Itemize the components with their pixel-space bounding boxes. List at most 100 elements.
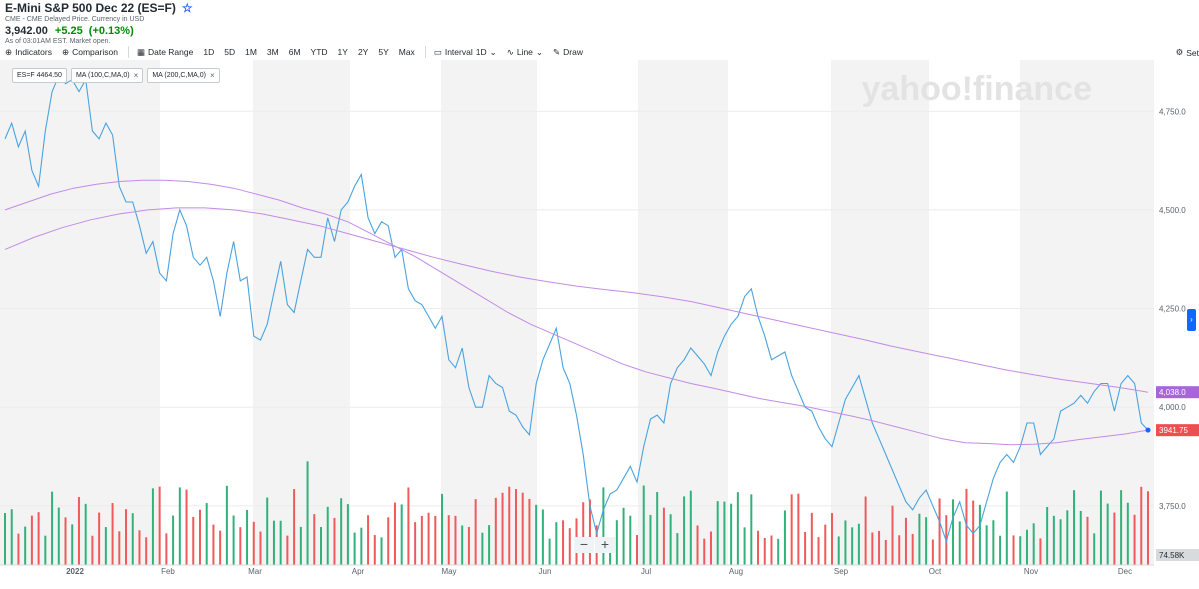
legend-chip-price[interactable]: ES=F 4464.50 (12, 68, 67, 83)
settings-button[interactable]: ⚙ Set (1176, 47, 1199, 58)
range-1m[interactable]: 1M (245, 47, 257, 57)
volume-bar (817, 537, 820, 565)
legend-chip-ma100[interactable]: MA (100,C,MA,0) × (70, 68, 144, 83)
volume-bar (642, 485, 645, 565)
quote-change: +5.25 (54, 25, 83, 37)
volume-bar (447, 515, 450, 565)
chevron-right-icon[interactable]: › (1187, 309, 1196, 331)
volume-bar (326, 506, 329, 565)
volume-bar (494, 497, 497, 565)
volume-bar (84, 503, 87, 565)
indicators-button[interactable]: ⊕ Indicators (5, 47, 52, 58)
volume-label: 74.58K (1159, 551, 1185, 560)
volume-bar (1133, 514, 1136, 565)
volume-bar (64, 517, 67, 565)
volume-bar (420, 515, 423, 565)
last-price-label: 3941.75 (1159, 426, 1188, 435)
volume-bar (279, 520, 282, 565)
volume-bar (219, 530, 222, 565)
volume-bar (904, 517, 907, 565)
zoom-in-button[interactable]: + (595, 537, 615, 553)
volume-bar (1046, 506, 1049, 565)
volume-bar (1005, 491, 1008, 565)
volume-bar (521, 492, 524, 565)
close-icon[interactable]: × (133, 71, 139, 80)
x-tick-label: Dec (1118, 567, 1132, 576)
volume-bar (662, 507, 665, 565)
price-series-line (4, 74, 1149, 544)
range-3m[interactable]: 3M (266, 47, 279, 57)
star-icon[interactable]: ☆ (181, 1, 193, 15)
volume-bar (851, 527, 854, 565)
watermark-logo: yahoo!finance (862, 70, 1092, 108)
volume-bar (1019, 536, 1022, 565)
volume-bar (111, 503, 114, 565)
interval-button[interactable]: ▭ Interval 1D ⌄ (434, 47, 497, 58)
range-6m[interactable]: 6M (288, 47, 301, 57)
volume-bar (730, 503, 733, 565)
volume-bar (125, 509, 128, 565)
chart-legend: ES=F 4464.50 MA (100,C,MA,0) × MA (200,C… (12, 68, 220, 83)
volume-bar (1106, 503, 1109, 565)
volume-bar (911, 534, 914, 565)
volume-bar (514, 489, 517, 565)
volume-bar (91, 535, 94, 565)
volume-bar (1066, 510, 1069, 565)
range-5y[interactable]: 5Y (378, 47, 389, 57)
volume-bar (1079, 510, 1082, 565)
volume-bar (1052, 515, 1055, 565)
range-max[interactable]: Max (398, 47, 415, 57)
volume-bar (313, 514, 316, 565)
y-tick-label: 4,000.0 (1159, 403, 1186, 412)
volume-bar (871, 532, 874, 565)
volume-bar (938, 498, 941, 565)
volume-bar (790, 494, 793, 565)
close-icon[interactable]: × (210, 71, 215, 80)
legend-ma200-label: MA (200,C,MA,0) (152, 72, 206, 79)
volume-bar (1120, 490, 1123, 565)
volume-bar (709, 531, 712, 565)
volume-bar (407, 487, 410, 565)
volume-bar (131, 513, 134, 565)
range-1d[interactable]: 1D (203, 47, 215, 57)
y-tick-label: 4,750.0 (1159, 107, 1186, 116)
volume-bar (830, 513, 833, 565)
volume-bar (541, 509, 544, 565)
volume-bar (98, 512, 101, 565)
legend-chip-ma200[interactable]: MA (200,C,MA,0) × (147, 68, 220, 83)
date-range-button[interactable]: ▦ Date Range (137, 47, 193, 58)
comparison-button[interactable]: ⊕ Comparison (62, 47, 118, 58)
zoom-out-button[interactable]: − (574, 537, 594, 553)
volume-bar (333, 517, 336, 565)
volume-bar (1086, 516, 1089, 565)
chart-toolbar: ⊕ Indicators ⊕ Comparison ▦ Date Range 1… (5, 45, 593, 59)
line-type-button[interactable]: ∿ Line ⌄ (507, 47, 543, 58)
volume-bar (454, 515, 457, 565)
ma100-line (4, 179, 1149, 446)
zoom-controls: − + (574, 537, 615, 553)
volume-bar (931, 539, 934, 565)
volume-bar (198, 509, 201, 565)
volume-bar (770, 535, 773, 565)
draw-button[interactable]: ✎ Draw (553, 47, 583, 58)
volume-bar (656, 492, 659, 565)
volume-bar (400, 504, 403, 565)
volume-bar (925, 517, 928, 565)
range-1y[interactable]: 1Y (337, 47, 348, 57)
draw-label: Draw (563, 47, 584, 57)
volume-bar (387, 517, 390, 565)
volume-bar (461, 525, 464, 565)
volume-bar (588, 499, 591, 565)
range-2y[interactable]: 2Y (357, 47, 369, 57)
range-5d[interactable]: 5D (224, 47, 236, 57)
range-ytd[interactable]: YTD (310, 47, 328, 57)
pencil-icon: ✎ (553, 46, 561, 57)
month-band (253, 60, 350, 565)
volume-bar (629, 515, 632, 565)
y-tick-label: 4,500.0 (1159, 206, 1186, 215)
price-chart[interactable]: yahoo!finance 4,750.0 4,500.0 4,250.0 4,000.… (0, 60, 1199, 580)
quote-title-row: E-Mini S&P 500 Dec 22 (ES=F) ☆ (5, 1, 193, 15)
volume-bar (205, 503, 208, 565)
volume-bar (414, 522, 417, 565)
volume-bar (30, 515, 33, 565)
